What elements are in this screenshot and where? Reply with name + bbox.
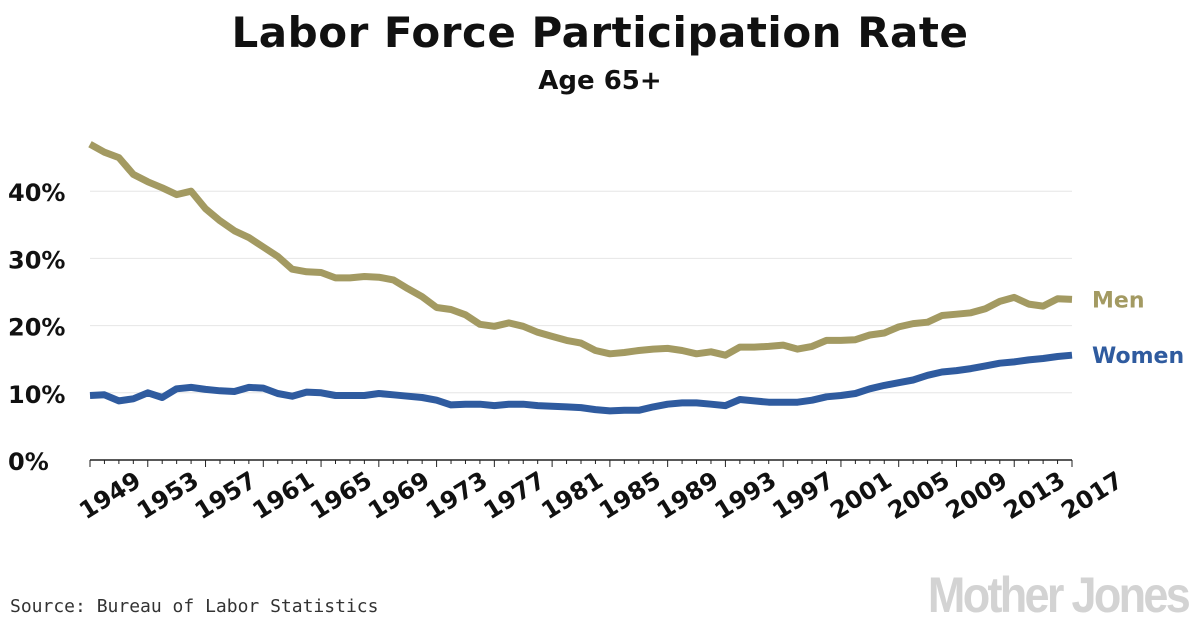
x-tick-label: 1957 (190, 466, 261, 525)
x-tick-label: 2013 (999, 466, 1070, 525)
series-label-women: Women (1092, 344, 1184, 369)
x-tick-label: 1965 (305, 466, 376, 525)
x-tick-label: 2005 (883, 466, 954, 525)
x-tick-label: 1973 (421, 466, 492, 525)
y-tick-label: 0% (8, 448, 49, 476)
x-tick-label: 1989 (652, 466, 723, 525)
y-tick-label: 40% (8, 179, 65, 207)
series-label-men: Men (1092, 288, 1144, 313)
brand-logo: Mother Jones (927, 567, 1191, 623)
chart-subtitle: Age 65+ (538, 66, 662, 96)
x-tick-label: 1985 (594, 466, 665, 525)
x-tick-label: 1993 (710, 466, 781, 525)
x-tick-label: 1997 (768, 466, 839, 525)
source-note: Source: Bureau of Labor Statistics (10, 596, 379, 617)
y-tick-label: 30% (8, 246, 65, 274)
x-tick-label: 1981 (536, 466, 607, 525)
x-tick-label: 2001 (825, 466, 896, 525)
series-line-men (88, 141, 1073, 359)
x-tick-label: 1977 (479, 466, 550, 525)
y-tick-label: 10% (8, 381, 65, 409)
x-tick-label: 1961 (248, 466, 319, 525)
x-tick-label: 2017 (1056, 466, 1127, 525)
x-tick-label: 1969 (363, 466, 434, 525)
x-tick-label: 1953 (132, 466, 203, 525)
series-line-women (89, 351, 1073, 415)
y-tick-label: 20% (8, 314, 65, 342)
x-tick-label: 2009 (941, 466, 1012, 525)
chart-title: Labor Force Participation Rate (231, 8, 969, 57)
x-tick-label: 1949 (74, 466, 145, 525)
